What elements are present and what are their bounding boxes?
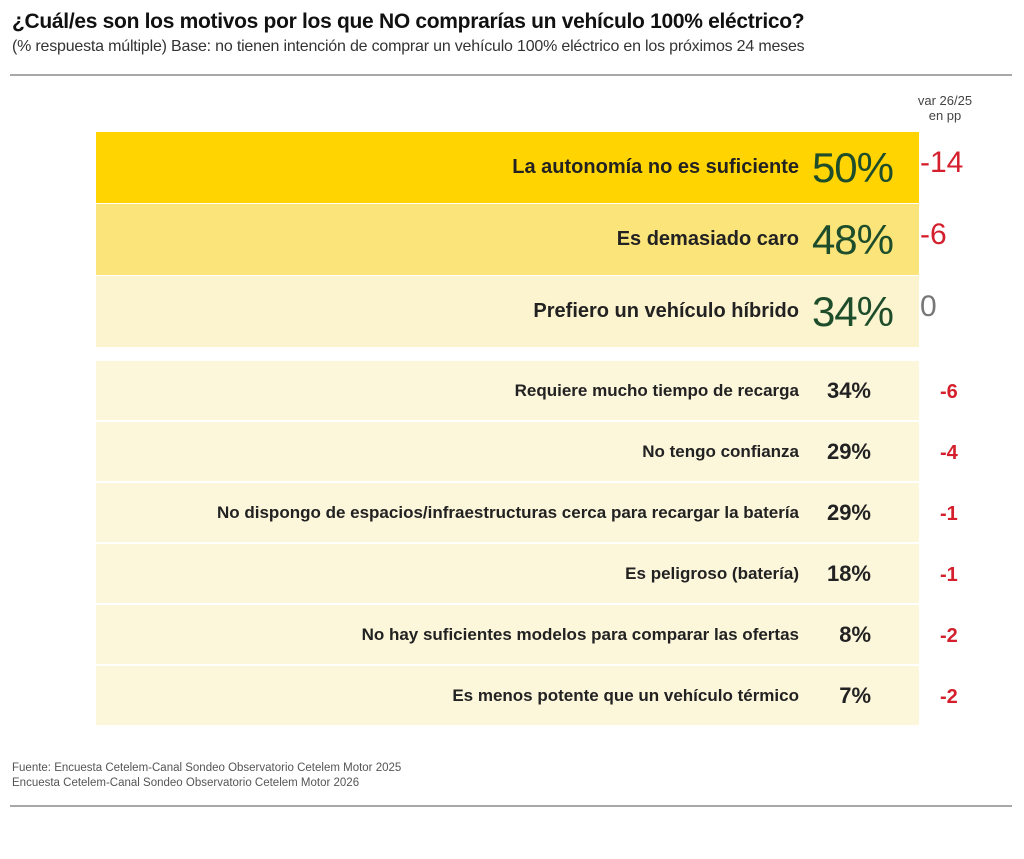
reason-row: Es peligroso (batería) 18% (96, 544, 919, 603)
reason-label: La autonomía no es suficiente (512, 156, 799, 178)
reason-label: No dispongo de espacios/infraestructuras… (216, 502, 799, 522)
variation-value: -1 (940, 564, 958, 586)
source-line-1: Fuente: Encuesta Cetelem-Canal Sondeo Ob… (12, 762, 402, 774)
variation-value: -1 (940, 503, 958, 525)
reason-label: No hay suficientes modelos para comparar… (361, 624, 799, 644)
variation-value: -6 (920, 218, 947, 251)
reason-row: No tengo confianza 29% (96, 422, 919, 481)
reason-percentage: 34% (811, 287, 894, 335)
reason-row: Requiere mucho tiempo de recarga 34% (96, 361, 919, 420)
source-footnote: Fuente: Encuesta Cetelem-Canal Sondeo Ob… (12, 761, 401, 791)
source-line-2: Encuesta Cetelem-Canal Sondeo Observator… (12, 777, 360, 789)
top-reason-row: Es demasiado caro 48% (96, 204, 919, 275)
reason-row: No hay suficientes modelos para comparar… (96, 605, 919, 664)
reason-percentage: 7% (839, 682, 871, 708)
variation-header-line2: en pp (928, 108, 962, 123)
reason-percentage: 29% (826, 438, 871, 464)
variation-value: -4 (940, 442, 958, 464)
variation-value: -2 (940, 686, 958, 708)
reason-label: Es menos potente que un vehículo térmico (452, 685, 799, 705)
reason-percentage: 34% (826, 377, 871, 403)
reason-row: Es menos potente que un vehículo térmico… (96, 666, 919, 725)
variation-value: -2 (940, 625, 958, 647)
reason-percentage: 48% (811, 215, 894, 263)
top-reason-row: Prefiero un vehículo híbrido 34% (96, 276, 919, 347)
reason-percentage: 50% (811, 143, 894, 191)
reason-row: No dispongo de espacios/infraestructuras… (96, 483, 919, 542)
variation-value: 0 (920, 290, 937, 323)
reason-percentage: 18% (826, 560, 871, 586)
bottom-divider (10, 805, 1012, 807)
variation-value: -6 (940, 381, 958, 403)
variation-header-line1: var 26/25 (917, 93, 973, 108)
reason-label: Requiere mucho tiempo de recarga (514, 380, 799, 400)
reason-percentage: 29% (826, 499, 871, 525)
reason-percentage: 8% (839, 621, 871, 647)
top-reason-row: La autonomía no es suficiente 50% (96, 132, 919, 203)
reason-label: Es peligroso (batería) (625, 563, 799, 583)
reason-label: No tengo confianza (642, 441, 799, 461)
reason-label: Prefiero un vehículo híbrido (533, 300, 799, 322)
variation-column-header: var 26/25 en pp (910, 93, 980, 123)
chart-title: ¿Cuál/es son los motivos por los que NO … (12, 10, 805, 33)
top-divider (10, 74, 1012, 76)
reason-label: Es demasiado caro (616, 228, 799, 250)
chart-subtitle: (% respuesta múltiple) Base: no tienen i… (12, 38, 805, 55)
variation-value: -14 (920, 146, 964, 179)
